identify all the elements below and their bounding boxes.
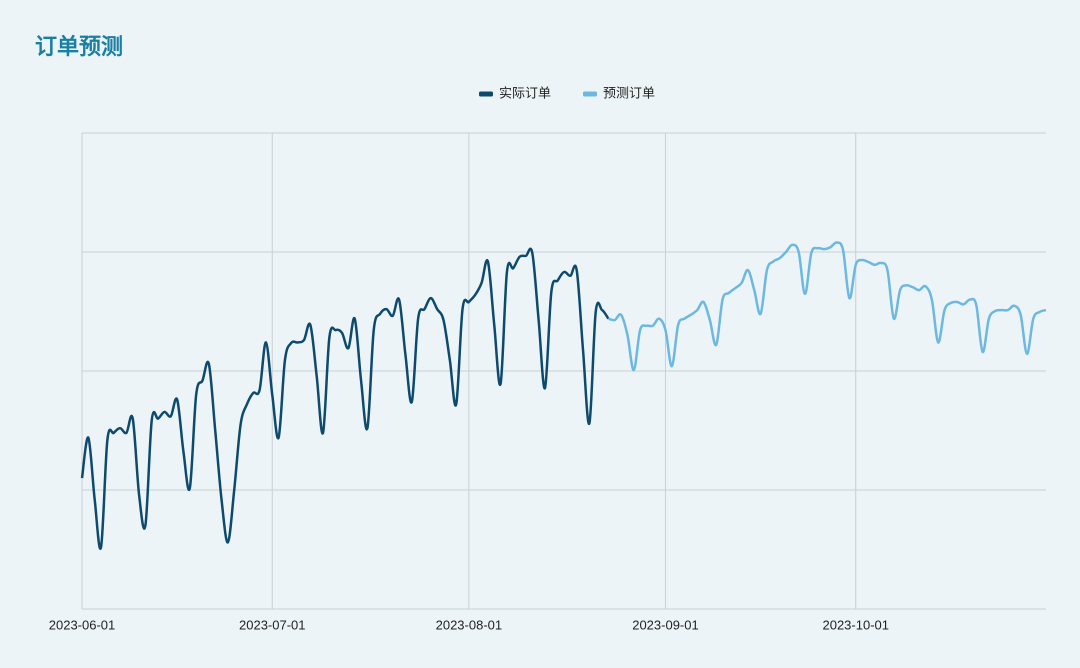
chart-title: 订单预测: [35, 35, 123, 60]
x-tick-label: 2023-08-01: [436, 617, 503, 632]
series-line: [80, 247, 610, 550]
legend-label: 预测订单: [603, 87, 655, 102]
legend-label: 实际订单: [499, 87, 551, 102]
x-tick-label: 2023-07-01: [239, 617, 306, 632]
x-tick-label: 2023-06-01: [49, 617, 116, 632]
legend-swatch: [583, 91, 597, 97]
x-tick-label: 2023-10-01: [822, 617, 889, 632]
x-tick-label: 2023-09-01: [632, 617, 699, 632]
series-line: [608, 241, 1047, 372]
legend-swatch: [479, 91, 493, 97]
